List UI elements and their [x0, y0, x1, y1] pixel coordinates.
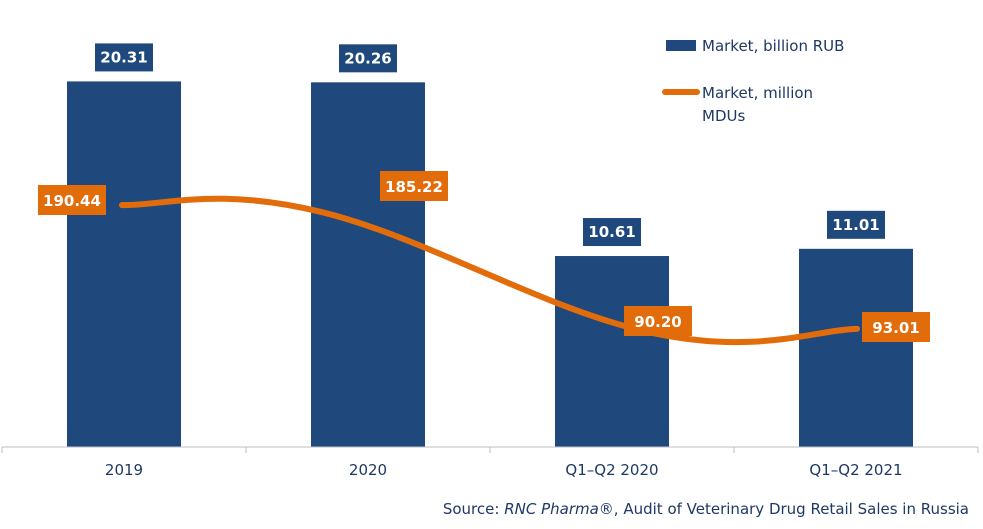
x-tick-label: Q1–Q2 2020 [565, 461, 658, 479]
legend-bar-label: Market, billion RUB [702, 37, 844, 55]
x-tick-label: 2019 [105, 461, 143, 479]
x-tick-label: 2020 [349, 461, 387, 479]
bar-label-box [827, 210, 885, 239]
bar-data-label: 11.01 [832, 216, 879, 234]
bar-data-labels: 20.31 20.26 10.61 11.01 [95, 43, 885, 247]
line-label-box [624, 306, 692, 336]
source-brand: RNC Pharma® [504, 500, 614, 518]
line-data-label: 93.01 [872, 319, 919, 337]
bar-data-label: 10.61 [588, 223, 635, 241]
source-note: Source: RNC Pharma®, Audit of Veterinary… [443, 500, 969, 518]
bar [555, 256, 669, 447]
legend-line-label-2: MDUs [702, 107, 745, 125]
bar-series [67, 81, 913, 448]
line-label-box [862, 312, 930, 342]
bar-label-box [583, 218, 641, 247]
line-data-label: 190.44 [43, 192, 101, 210]
bar-data-label: 20.31 [100, 48, 147, 66]
line-data-labels: 190.44 185.22 90.20 93.01 [38, 171, 930, 342]
source-suffix: , Audit of Veterinary Drug Retail Sales … [613, 500, 969, 518]
bar [799, 248, 913, 447]
bar-label-box [95, 43, 153, 72]
line-data-label: 90.20 [634, 313, 681, 331]
legend: Market, billion RUB Market, million MDUs [662, 37, 844, 125]
line-label-box [380, 171, 448, 201]
legend-line-label-1: Market, million [702, 84, 813, 102]
x-axis-ticks [1, 447, 979, 453]
line-label-box [38, 185, 106, 215]
x-tick-label: Q1–Q2 2021 [809, 461, 902, 479]
line-data-label: 185.22 [385, 178, 443, 196]
line-series-mdus [119, 195, 860, 346]
bar [311, 82, 425, 447]
bar [67, 81, 181, 448]
legend-bar-swatch [666, 40, 696, 51]
x-axis-tick-labels: 2019 2020 Q1–Q2 2020 Q1–Q2 2021 [105, 461, 903, 479]
bar-label-box [339, 44, 397, 73]
source-prefix: Source: [442, 500, 505, 518]
bar-data-label: 20.26 [344, 49, 391, 67]
